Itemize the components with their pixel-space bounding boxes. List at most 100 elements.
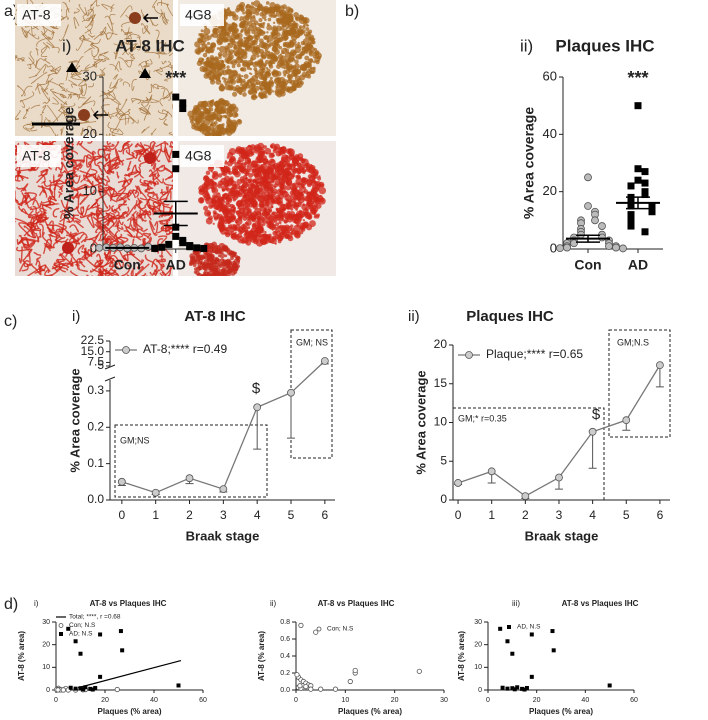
deposit xyxy=(230,180,237,187)
deposit xyxy=(279,9,287,17)
deposit xyxy=(303,211,309,217)
deposit xyxy=(218,33,223,37)
deposit xyxy=(285,60,289,63)
deposit xyxy=(226,187,231,192)
fiber xyxy=(108,261,119,269)
fiber xyxy=(62,2,70,13)
x-tick-label: 40 xyxy=(150,697,158,704)
deposit xyxy=(217,200,221,203)
marker xyxy=(498,626,503,631)
deposit xyxy=(220,277,223,280)
fiber xyxy=(153,221,159,235)
panel-label: i) xyxy=(72,308,80,325)
fiber xyxy=(105,238,113,247)
deposit xyxy=(256,215,263,222)
fiber xyxy=(157,110,168,118)
deposit xyxy=(319,194,322,198)
deposit xyxy=(264,147,272,155)
annotation-box xyxy=(608,329,671,438)
x-tick-label: 5 xyxy=(288,508,295,522)
fiber xyxy=(52,265,59,273)
fiber xyxy=(79,142,95,156)
error-bar xyxy=(576,234,600,243)
fiber xyxy=(108,114,115,119)
deposit xyxy=(205,196,213,205)
fiber xyxy=(68,231,85,242)
deposit xyxy=(309,49,313,52)
fiber xyxy=(49,220,54,233)
deposit xyxy=(239,91,243,96)
deposit xyxy=(219,258,225,263)
fiber xyxy=(149,220,158,237)
fiber xyxy=(107,121,119,133)
fiber xyxy=(80,250,91,256)
chart-title: Plaques IHC xyxy=(466,308,554,325)
fiber xyxy=(94,222,102,234)
fiber xyxy=(71,73,87,83)
label-box xyxy=(17,145,61,167)
marker xyxy=(550,629,555,634)
fiber xyxy=(118,108,131,120)
y-tick-label: 0 xyxy=(550,240,557,255)
fiber xyxy=(109,82,117,89)
fiber xyxy=(156,85,166,90)
deposit xyxy=(245,146,248,150)
fiber xyxy=(50,88,65,99)
marker xyxy=(529,674,534,679)
marker xyxy=(524,685,529,690)
fiber xyxy=(31,227,41,232)
fiber xyxy=(138,107,149,115)
fiber xyxy=(35,47,39,56)
deposit xyxy=(272,148,278,154)
deposit xyxy=(216,47,220,50)
fiber xyxy=(61,161,70,177)
deposit xyxy=(312,168,316,173)
deposit xyxy=(224,115,228,119)
deposit xyxy=(264,162,267,165)
deposit xyxy=(195,255,202,262)
deposit xyxy=(241,74,244,78)
fiber xyxy=(30,264,41,275)
y-tick-label: 0.0 xyxy=(87,492,104,506)
y-tick-label: 7.5 xyxy=(87,355,104,369)
fiber xyxy=(52,91,68,106)
marker xyxy=(68,685,73,690)
marker xyxy=(297,683,303,689)
deposit xyxy=(203,27,211,35)
fiber xyxy=(24,30,40,40)
deposit xyxy=(223,260,230,266)
fiber xyxy=(127,171,141,178)
fiber xyxy=(111,128,116,136)
deposit xyxy=(191,124,197,130)
fiber xyxy=(87,141,93,144)
fiber xyxy=(18,246,23,264)
deposit xyxy=(258,200,265,207)
deposit xyxy=(258,17,263,22)
fiber xyxy=(41,235,53,249)
line xyxy=(121,360,326,494)
marker xyxy=(98,674,103,679)
marker xyxy=(634,102,642,110)
deposit xyxy=(237,119,242,123)
deposit xyxy=(241,59,244,62)
fiber xyxy=(65,157,78,164)
fiber xyxy=(168,52,173,57)
deposit xyxy=(258,41,266,49)
fiber xyxy=(142,181,151,187)
deposit xyxy=(268,217,276,224)
y-tick-label: 40 xyxy=(543,126,557,141)
deposit xyxy=(240,67,245,72)
deposit xyxy=(206,100,213,108)
deposit xyxy=(302,198,305,201)
fiber xyxy=(15,190,18,202)
deposit xyxy=(221,126,225,130)
fiber xyxy=(162,118,168,126)
y-tick-label: 0.0 xyxy=(280,687,290,694)
deposit xyxy=(275,222,280,227)
fiber xyxy=(140,103,150,115)
marker xyxy=(55,687,61,693)
fiber xyxy=(68,113,76,121)
deposit xyxy=(271,46,279,53)
fiber xyxy=(150,148,162,167)
fiber xyxy=(155,142,167,151)
